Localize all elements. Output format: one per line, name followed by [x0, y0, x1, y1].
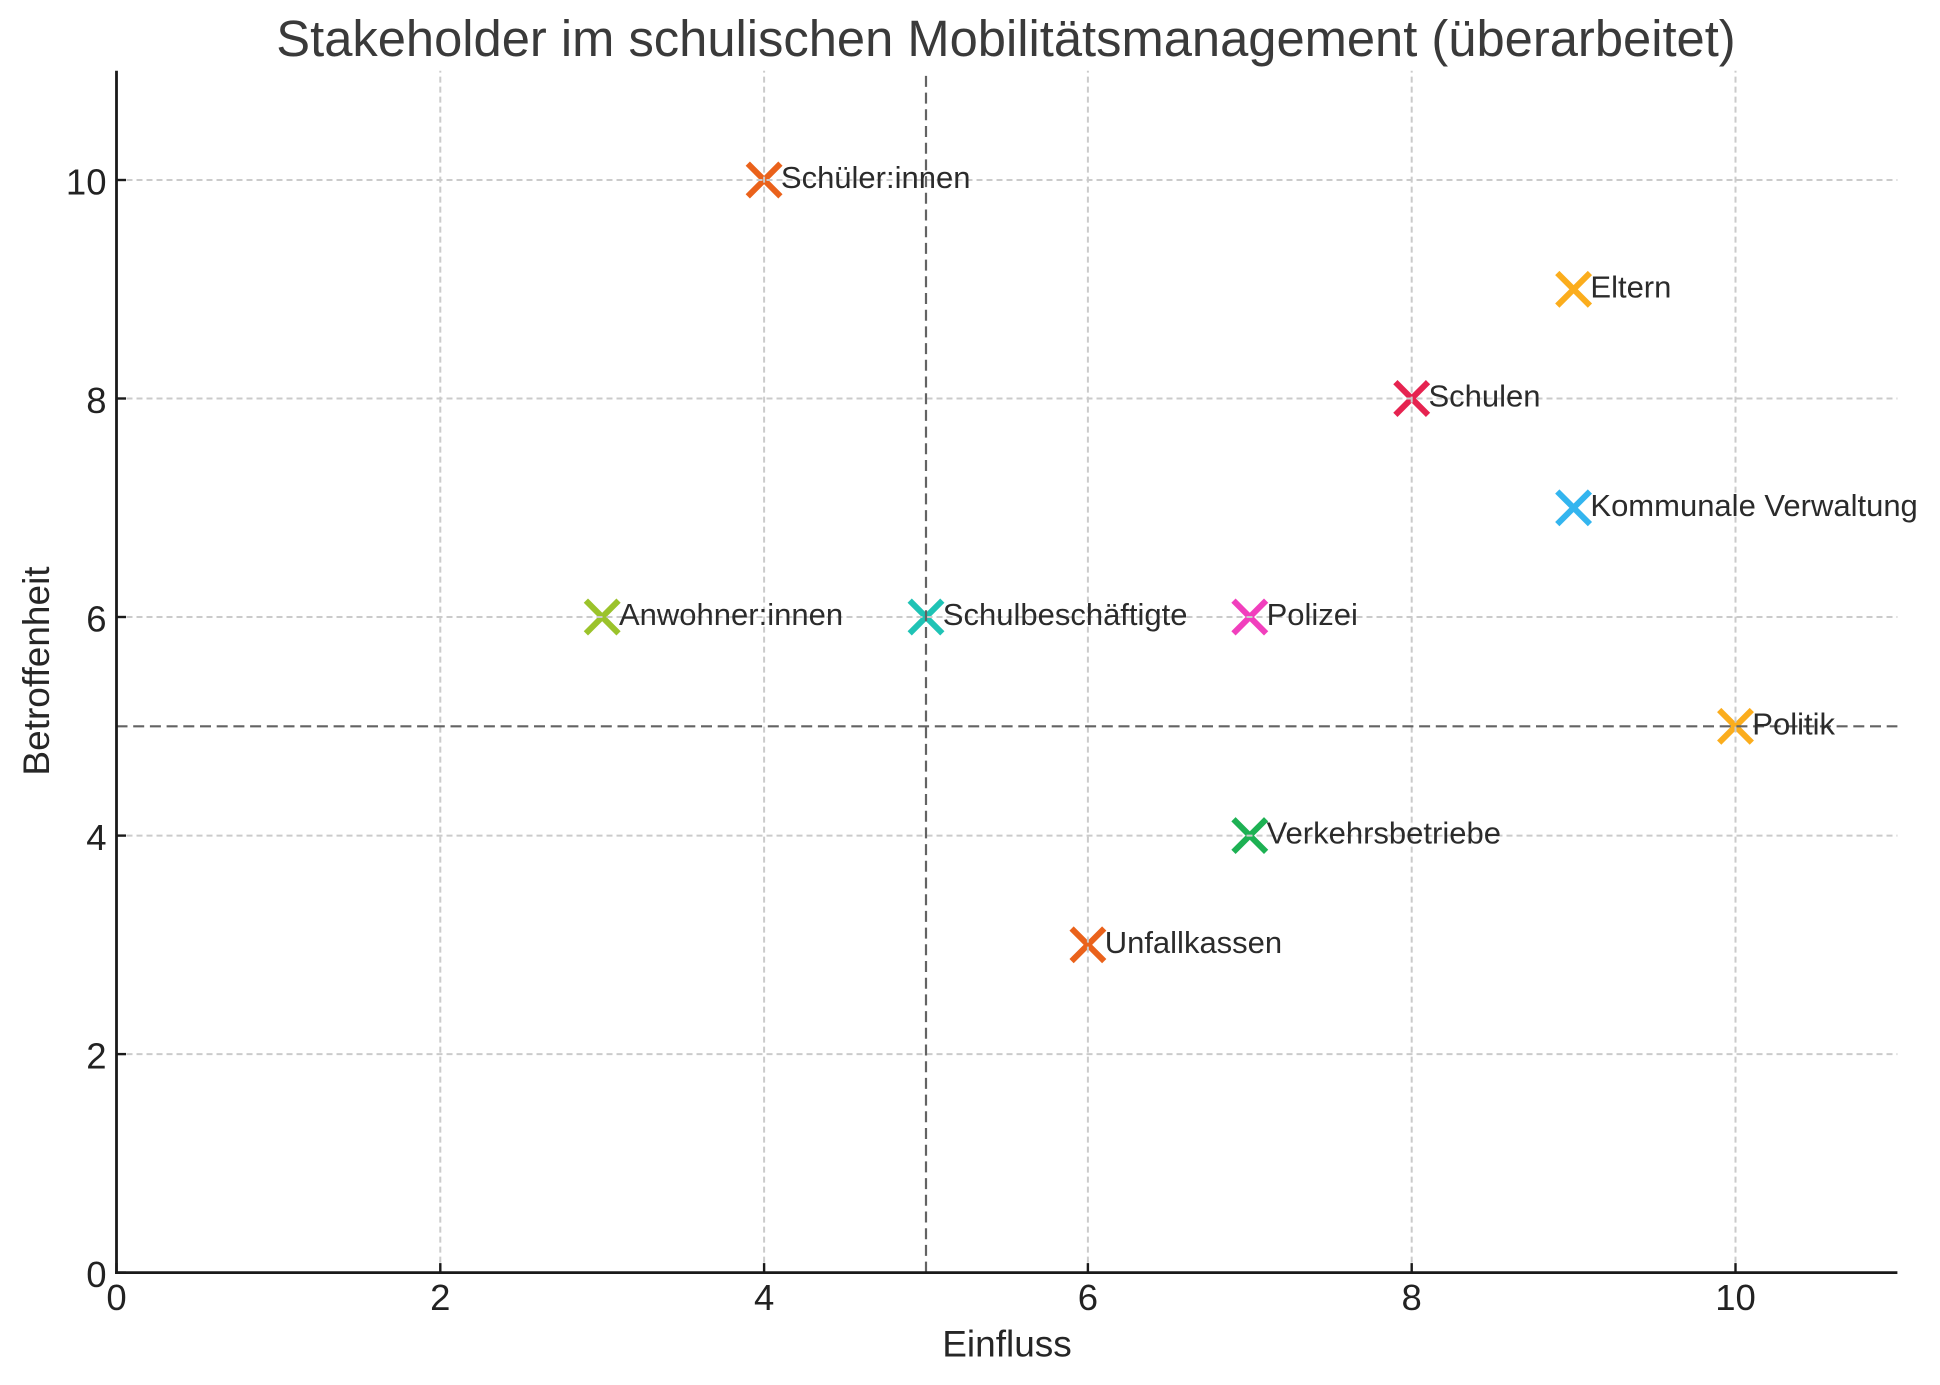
svg-text:2: 2 — [430, 1277, 450, 1318]
svg-text:0: 0 — [86, 1254, 106, 1295]
svg-text:Anwohner:innen: Anwohner:innen — [619, 597, 843, 632]
svg-text:2: 2 — [86, 1036, 106, 1077]
svg-text:10: 10 — [1715, 1277, 1756, 1318]
svg-text:4: 4 — [86, 817, 106, 858]
svg-text:Schulen: Schulen — [1429, 379, 1541, 414]
svg-text:Politik: Politik — [1752, 706, 1835, 741]
svg-text:Schulbeschäftigte: Schulbeschäftigte — [943, 597, 1188, 632]
svg-text:Unfallkassen: Unfallkassen — [1105, 925, 1282, 960]
svg-text:Polizei: Polizei — [1267, 597, 1358, 632]
svg-text:Betroffenheit: Betroffenheit — [16, 566, 57, 776]
svg-text:Eltern: Eltern — [1590, 269, 1671, 304]
svg-text:Verkehrsbetriebe: Verkehrsbetriebe — [1267, 816, 1501, 851]
svg-text:Stakeholder im schulischen Mob: Stakeholder im schulischen Mobilitätsman… — [276, 10, 1735, 67]
svg-text:8: 8 — [86, 380, 106, 421]
svg-text:Kommunale Verwaltung: Kommunale Verwaltung — [1590, 488, 1917, 523]
svg-text:0: 0 — [106, 1277, 126, 1318]
svg-text:Einfluss: Einfluss — [942, 1324, 1072, 1365]
svg-text:6: 6 — [1078, 1277, 1098, 1318]
svg-text:6: 6 — [86, 599, 106, 640]
svg-text:10: 10 — [66, 162, 107, 203]
svg-text:Schüler:innen: Schüler:innen — [781, 160, 971, 195]
svg-text:4: 4 — [754, 1277, 774, 1318]
svg-text:8: 8 — [1402, 1277, 1422, 1318]
